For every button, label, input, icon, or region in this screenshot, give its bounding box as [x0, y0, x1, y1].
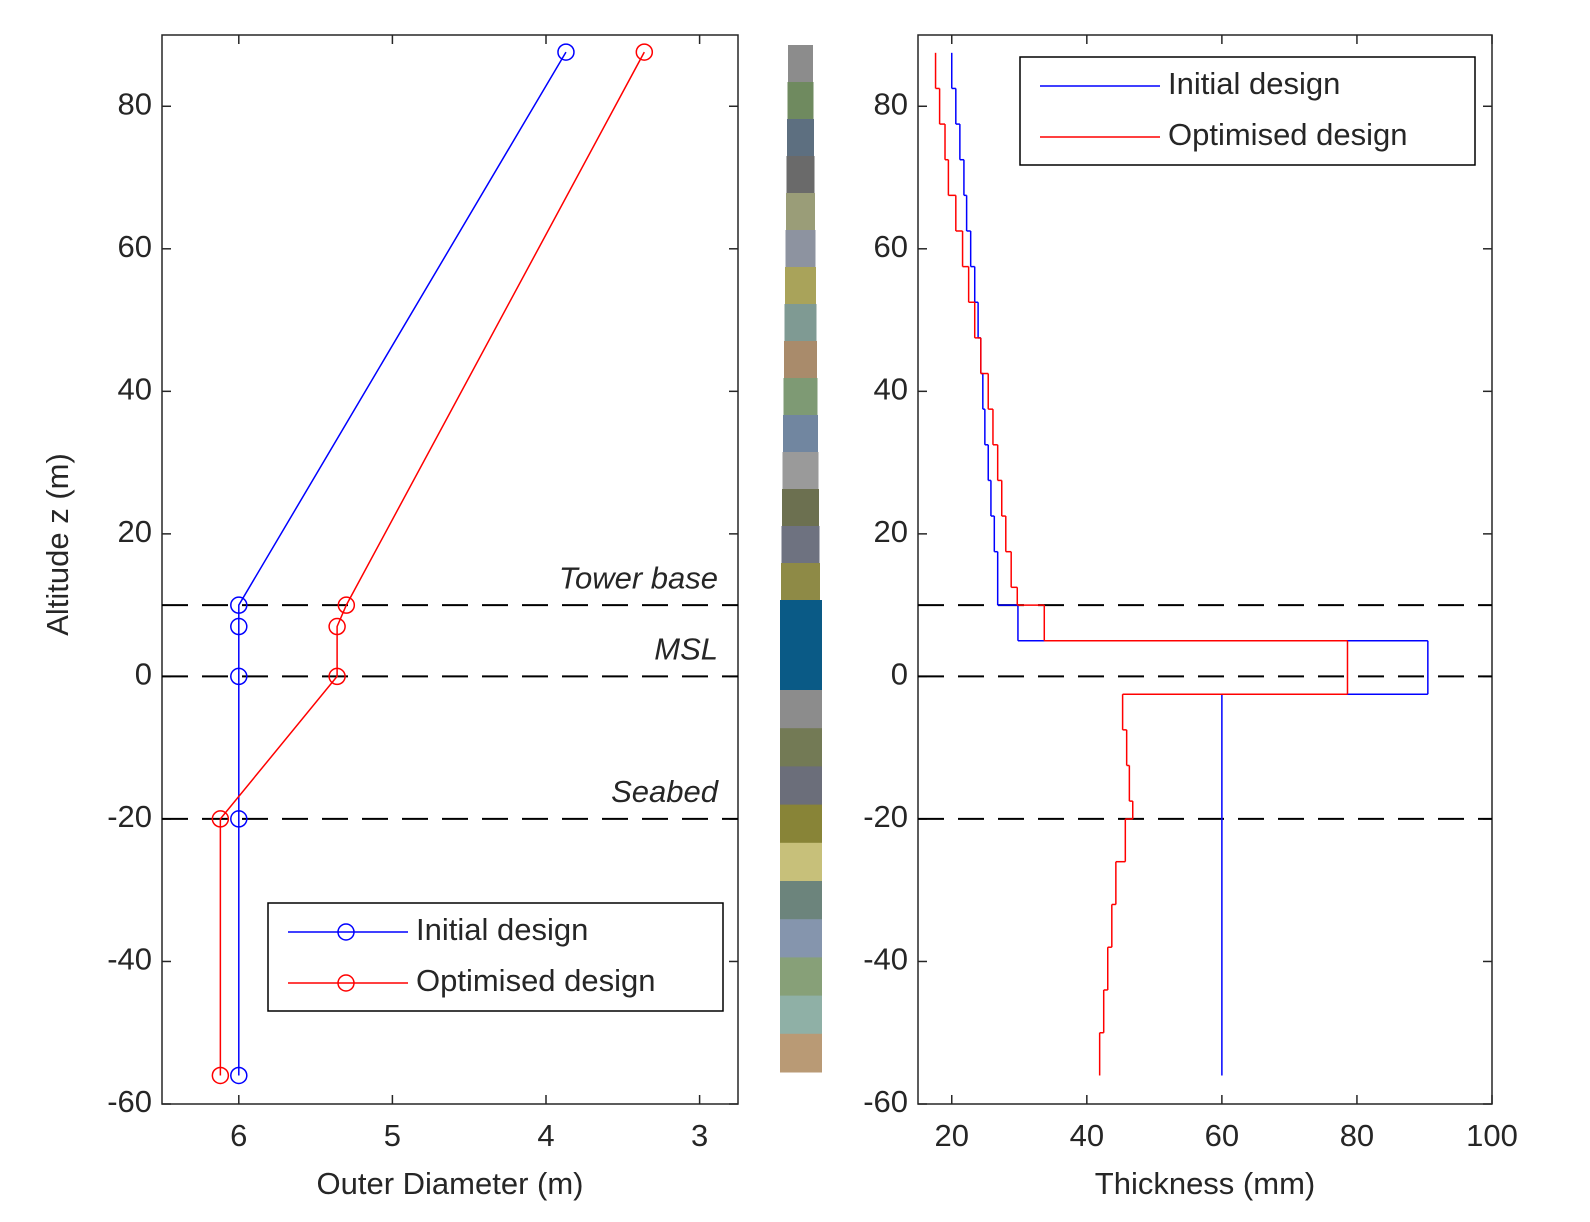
- tower-segment: [780, 728, 822, 767]
- tower-segment: [784, 341, 817, 379]
- y-tick-label: -40: [107, 942, 152, 977]
- tower-segment: [780, 1034, 822, 1073]
- x-tick-label: 3: [691, 1118, 708, 1153]
- tower-segment: [785, 304, 817, 342]
- tower-segment: [787, 119, 814, 157]
- tower-segment: [782, 489, 819, 527]
- x-tick-label: 4: [537, 1118, 554, 1153]
- tower-segment: [780, 957, 822, 996]
- tower-segment: [786, 230, 816, 268]
- tower-segment: [786, 193, 815, 231]
- y-tick-label: 20: [118, 514, 152, 549]
- tower-segment: [783, 452, 819, 490]
- x-tick-label: 60: [1205, 1118, 1239, 1153]
- x-tick-label: 100: [1466, 1118, 1518, 1153]
- y-tick-label: 60: [874, 229, 908, 264]
- tower-segment: [780, 919, 822, 958]
- reference-label: Seabed: [611, 774, 720, 809]
- x-axis-label: Thickness (mm): [1095, 1166, 1315, 1201]
- tower-segment: [784, 378, 818, 416]
- y-tick-label: -60: [863, 1084, 908, 1119]
- tower-segment: [780, 843, 822, 882]
- y-tick-label: -40: [863, 942, 908, 977]
- reference-label: MSL: [654, 632, 718, 667]
- tower-segment: [780, 996, 822, 1035]
- y-tick-label: -60: [107, 1084, 152, 1119]
- x-tick-label: 80: [1340, 1118, 1374, 1153]
- x-tick-label: 20: [935, 1118, 969, 1153]
- tower-segment: [780, 881, 822, 920]
- legend-label: Initial design: [1168, 66, 1340, 101]
- y-tick-label: 60: [118, 229, 152, 264]
- y-tick-label: 40: [874, 372, 908, 407]
- tower-segment: [787, 156, 815, 194]
- tower-segment: [782, 526, 820, 564]
- x-axis-label: Outer Diameter (m): [317, 1166, 584, 1201]
- y-tick-label: -20: [107, 799, 152, 834]
- tower-segment: [788, 82, 814, 120]
- x-tick-label: 40: [1070, 1118, 1104, 1153]
- tower-segment: [780, 690, 822, 729]
- x-tick-label: 6: [230, 1118, 247, 1153]
- figure: -60 -40 -20 0 20 40 60 80 6 5 4 3 Tower base MSL Seabe…: [0, 0, 1590, 1222]
- y-tick-label: 80: [874, 86, 908, 121]
- tower-water: [780, 600, 822, 690]
- legend-label: Initial design: [416, 912, 588, 947]
- legend-label: Optimised design: [416, 963, 656, 998]
- tower-segment: [780, 766, 822, 805]
- legend-label: Optimised design: [1168, 117, 1408, 152]
- reference-label: Tower base: [559, 560, 718, 595]
- y-axis-label: Altitude z (m): [40, 453, 75, 636]
- y-tick-label: -20: [863, 799, 908, 834]
- tower-segment: [780, 805, 822, 844]
- y-tick-label: 40: [118, 372, 152, 407]
- y-tick-label: 0: [135, 657, 152, 692]
- y-tick-label: 80: [118, 86, 152, 121]
- tower-segment: [785, 267, 816, 305]
- tower-segment: [781, 563, 820, 601]
- tower-segment: [788, 45, 813, 83]
- x-tick-label: 5: [384, 1118, 401, 1153]
- y-tick-label: 20: [874, 514, 908, 549]
- plot-area: [918, 35, 1492, 1104]
- y-tick-label: 0: [891, 657, 908, 692]
- tower-segment: [783, 415, 818, 453]
